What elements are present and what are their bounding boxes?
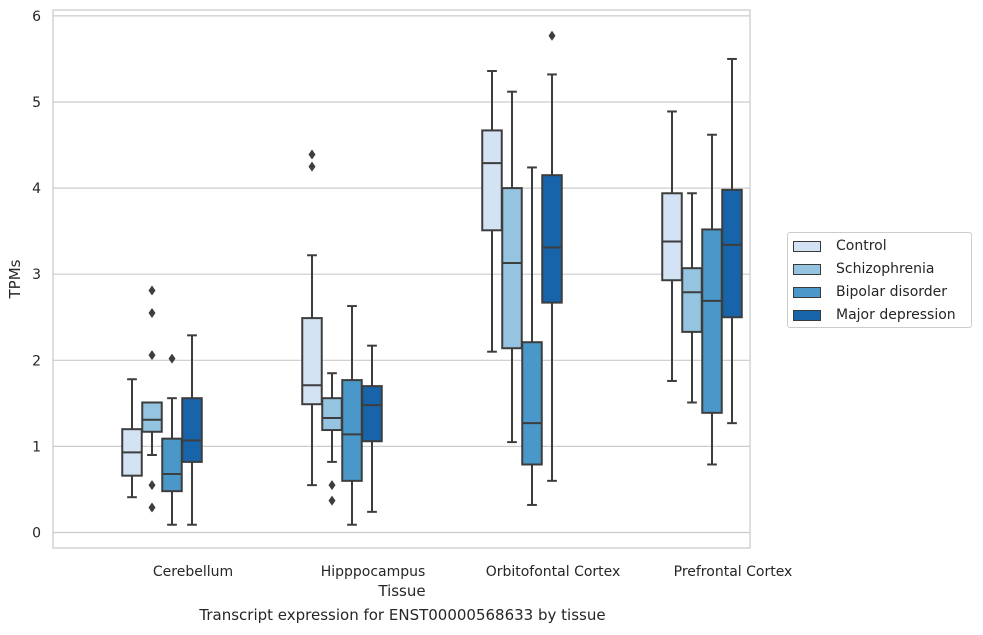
gridlines — [53, 15, 750, 534]
iqr-box — [661, 192, 683, 282]
box-control-3 — [661, 110, 683, 382]
iqr-box — [161, 437, 183, 493]
outlier-point — [148, 502, 156, 513]
box-bipolar-disorder-0 — [161, 353, 183, 526]
x-tick-label: Orbitofontal Cortex — [486, 564, 621, 580]
x-tick-label: Cerebellum — [153, 564, 233, 580]
legend-item-bipolar-disorder: Bipolar disorder — [793, 282, 947, 302]
iqr-box — [721, 188, 743, 319]
box-major-depression-1 — [361, 344, 383, 513]
outlier-point — [328, 495, 336, 506]
outlier-point — [308, 149, 316, 160]
box-major-depression-3 — [721, 57, 743, 425]
y-tick-label: 2 — [32, 353, 41, 369]
legend-swatch-bipolar-disorder — [793, 286, 821, 298]
legend-label-schizophrenia: Schizophrenia — [836, 261, 935, 277]
box-schizophrenia-2 — [501, 90, 523, 444]
iqr-box — [521, 341, 543, 466]
y-axis-ticks: 0 1 2 3 4 5 6 — [32, 9, 41, 542]
box-schizophrenia-1 — [321, 372, 343, 506]
x-axis-ticks: Cerebellum Hipppocampus Orbitofontal Corte… — [153, 564, 792, 580]
y-axis-label: TPMs — [6, 259, 24, 299]
y-tick-label: 4 — [32, 181, 41, 197]
iqr-box — [301, 317, 323, 406]
x-axis-label: Tissue — [377, 582, 425, 600]
box-major-depression-2 — [541, 30, 563, 482]
outlier-point — [148, 285, 156, 296]
outlier-point — [148, 350, 156, 361]
legend-swatch-schizophrenia — [793, 263, 821, 275]
box-major-depression-0 — [181, 334, 203, 526]
iqr-box — [361, 385, 383, 443]
outlier-point — [328, 480, 336, 491]
y-tick-label: 5 — [32, 95, 41, 111]
x-tick-label: Hipppocampus — [321, 564, 426, 580]
figure-caption: Transcript expression for ENST0000056863… — [199, 606, 606, 624]
legend-item-schizophrenia: Schizophrenia — [793, 259, 934, 279]
y-tick-label: 6 — [32, 9, 41, 25]
legend-label-control: Control — [836, 238, 887, 254]
box-bipolar-disorder-2 — [521, 166, 543, 506]
outlier-point — [548, 30, 556, 41]
outlier-point — [308, 161, 316, 172]
legend-item-control: Control — [793, 236, 887, 256]
box-bipolar-disorder-3 — [701, 133, 723, 466]
box-schizophrenia-3 — [681, 192, 703, 404]
plot-frame — [52, 9, 751, 549]
iqr-box — [321, 397, 343, 432]
outlier-point — [168, 353, 176, 364]
iqr-box — [501, 187, 523, 350]
legend-item-major-depression: Major depression — [793, 305, 956, 325]
iqr-box — [541, 174, 563, 304]
y-tick-label: 3 — [32, 267, 41, 283]
box-control-1 — [301, 149, 323, 487]
iqr-box — [481, 129, 503, 232]
iqr-box — [701, 228, 723, 414]
y-tick-label: 0 — [32, 526, 41, 542]
legend-label-major-depression: Major depression — [836, 307, 956, 323]
box-bipolar-disorder-1 — [341, 305, 363, 526]
box-control-0 — [121, 378, 143, 499]
iqr-box — [181, 397, 203, 463]
box-control-2 — [481, 70, 503, 353]
legend: Control Schizophrenia Bipolar disorder M… — [787, 232, 972, 328]
x-tick-label: Prefrontal Cortex — [674, 564, 793, 580]
outlier-point — [148, 480, 156, 491]
legend-swatch-control — [793, 240, 821, 252]
iqr-box — [341, 379, 363, 482]
box-plot-marks — [121, 30, 743, 526]
legend-swatch-major-depression — [793, 309, 821, 321]
y-tick-label: 1 — [32, 439, 41, 455]
iqr-box — [141, 401, 163, 433]
outlier-point — [148, 307, 156, 318]
legend-label-bipolar-disorder: Bipolar disorder — [836, 284, 948, 300]
iqr-box — [681, 267, 703, 333]
box-schizophrenia-0 — [141, 285, 163, 513]
